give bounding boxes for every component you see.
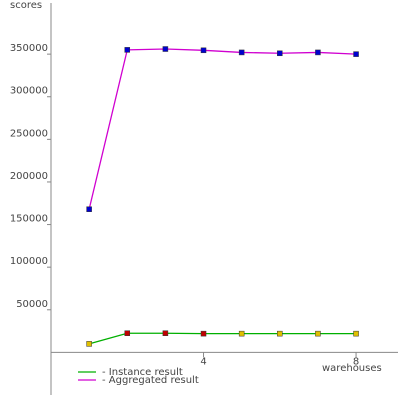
data-point xyxy=(124,47,131,53)
data-point xyxy=(200,330,207,337)
legend-label: - Instance result xyxy=(102,367,183,378)
data-point xyxy=(162,330,169,336)
y-tick-label: 300000 xyxy=(10,86,48,97)
y-tick-label: 350000 xyxy=(10,43,48,54)
series-line xyxy=(88,332,357,345)
data-point xyxy=(353,330,359,337)
data-point xyxy=(86,206,92,212)
data-point xyxy=(277,50,283,57)
data-point xyxy=(238,49,245,56)
legend-label: - Aggregated result xyxy=(102,375,199,386)
data-point xyxy=(315,330,321,337)
x-axis-label: warehouses xyxy=(322,363,382,374)
y-tick-label: 50000 xyxy=(16,299,48,310)
y-tick-label: 150000 xyxy=(10,214,48,225)
series-line xyxy=(88,48,357,210)
y-tick-label: 200000 xyxy=(10,171,48,182)
data-point xyxy=(277,330,283,337)
data-point xyxy=(86,341,92,347)
data-point xyxy=(124,330,131,336)
x-tick-label: 8 xyxy=(353,356,359,367)
data-point xyxy=(162,46,169,52)
y-axis-label: scores xyxy=(10,0,42,11)
y-tick-label: 100000 xyxy=(10,256,48,267)
data-point xyxy=(200,47,207,54)
y-tick-label: 250000 xyxy=(10,128,48,139)
x-tick-label: 4 xyxy=(200,356,206,367)
data-point xyxy=(238,330,245,337)
data-point xyxy=(353,51,359,57)
data-point xyxy=(315,49,321,56)
